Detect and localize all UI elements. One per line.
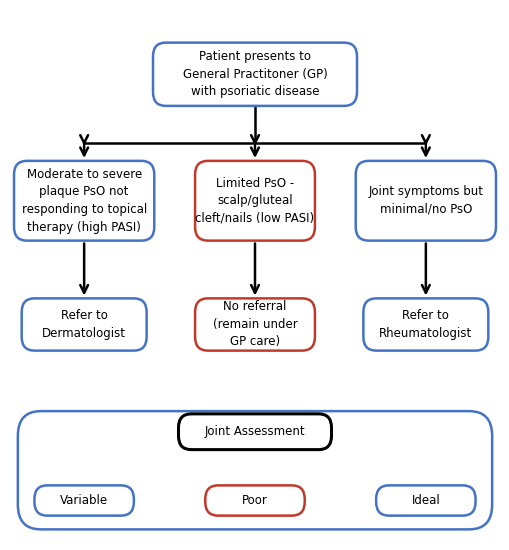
FancyBboxPatch shape xyxy=(205,486,304,516)
FancyBboxPatch shape xyxy=(35,486,134,516)
Text: Poor: Poor xyxy=(242,494,267,507)
FancyBboxPatch shape xyxy=(22,298,147,351)
Text: Ideal: Ideal xyxy=(411,494,439,507)
FancyBboxPatch shape xyxy=(18,411,491,529)
Text: Refer to
Dermatologist: Refer to Dermatologist xyxy=(42,309,126,340)
FancyBboxPatch shape xyxy=(376,486,474,516)
FancyBboxPatch shape xyxy=(178,414,331,450)
Text: Variable: Variable xyxy=(60,494,108,507)
FancyBboxPatch shape xyxy=(14,161,154,241)
Text: Joint symptoms but
minimal/no PsO: Joint symptoms but minimal/no PsO xyxy=(367,185,483,216)
FancyBboxPatch shape xyxy=(195,298,315,351)
Text: Moderate to severe
plaque PsO not
responding to topical
therapy (high PASI): Moderate to severe plaque PsO not respon… xyxy=(21,168,147,234)
Text: Refer to
Rheumatologist: Refer to Rheumatologist xyxy=(379,309,471,340)
Text: Joint Assessment: Joint Assessment xyxy=(204,425,305,438)
Text: Patient presents to
General Practitoner (GP)
with psoriatic disease: Patient presents to General Practitoner … xyxy=(182,50,327,98)
FancyBboxPatch shape xyxy=(153,43,356,106)
Text: Limited PsO -
scalp/gluteal
cleft/nails (low PASI): Limited PsO - scalp/gluteal cleft/nails … xyxy=(195,177,314,225)
FancyBboxPatch shape xyxy=(195,161,315,241)
FancyBboxPatch shape xyxy=(355,161,495,241)
FancyBboxPatch shape xyxy=(362,298,487,351)
Text: No referral
(remain under
GP care): No referral (remain under GP care) xyxy=(212,300,297,349)
